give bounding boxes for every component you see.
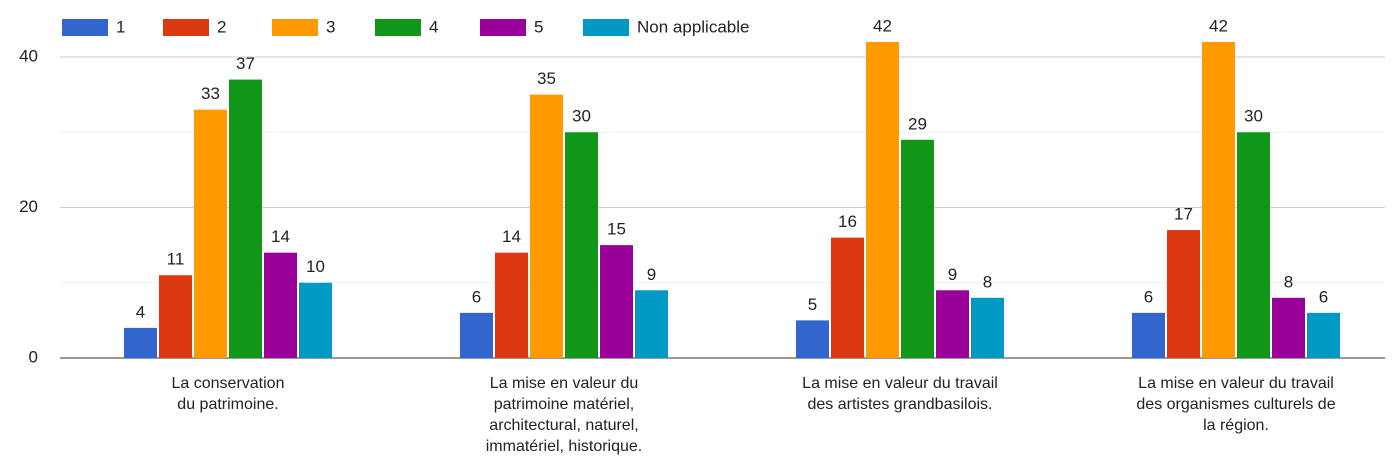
bar — [1237, 132, 1270, 358]
value-label: 30 — [1244, 107, 1263, 126]
y-tick-label: 0 — [29, 347, 38, 366]
value-label: 11 — [167, 250, 185, 269]
value-label: 6 — [1144, 287, 1153, 306]
legend-label: 5 — [534, 17, 543, 36]
x-tick-label: La mise en valeur du travail des artiste… — [802, 375, 998, 413]
x-tick-label: La conservation du patrimoine. — [171, 375, 285, 413]
value-label: 8 — [1284, 272, 1293, 291]
bar — [194, 109, 227, 358]
y-tick-label: 20 — [19, 197, 38, 216]
bar — [635, 290, 668, 358]
value-label: 8 — [983, 272, 992, 291]
bar — [936, 290, 969, 358]
value-label: 42 — [1209, 16, 1228, 35]
bar — [530, 94, 563, 358]
bar — [1202, 41, 1235, 358]
value-label: 16 — [838, 212, 857, 231]
legend-swatch — [583, 19, 629, 36]
value-label: 30 — [572, 107, 591, 126]
bar — [901, 139, 934, 358]
legend-swatch — [163, 19, 209, 36]
value-label: 4 — [136, 302, 145, 321]
value-label: 9 — [948, 265, 957, 284]
legend-swatch — [480, 19, 526, 36]
legend-swatch — [375, 19, 421, 36]
value-label: 5 — [808, 295, 817, 314]
bar — [229, 79, 262, 358]
bar — [796, 320, 829, 358]
bar — [124, 327, 157, 358]
value-label: 35 — [537, 69, 556, 88]
x-tick-label: La mise en valeur du travail des organis… — [1136, 375, 1336, 434]
value-label: 17 — [1174, 205, 1193, 224]
bar — [1132, 312, 1165, 358]
bar — [495, 252, 528, 358]
legend-label: 4 — [429, 17, 438, 36]
bar — [866, 41, 899, 358]
value-label: 14 — [502, 227, 521, 246]
legend-label: Non applicable — [637, 17, 749, 36]
bar — [600, 245, 633, 358]
x-tick-label: La mise en valeur du patrimoine matériel… — [485, 375, 643, 455]
value-label: 37 — [236, 54, 255, 73]
bar — [1167, 230, 1200, 358]
legend-label: 2 — [217, 17, 226, 36]
value-label: 14 — [271, 227, 290, 246]
legend-swatch — [272, 19, 318, 36]
y-tick-label: 40 — [19, 46, 38, 65]
value-label: 42 — [873, 16, 892, 35]
value-label: 9 — [647, 265, 656, 284]
value-label: 15 — [607, 220, 626, 239]
value-label: 6 — [472, 287, 481, 306]
legend-label: 1 — [116, 17, 125, 36]
bar — [1272, 297, 1305, 358]
value-label: 6 — [1319, 287, 1328, 306]
value-label: 10 — [306, 257, 325, 276]
bar — [159, 275, 192, 358]
bar — [971, 297, 1004, 358]
bar — [1307, 312, 1340, 358]
value-label: 33 — [201, 84, 220, 103]
bar — [831, 237, 864, 358]
legend-label: 3 — [326, 17, 335, 36]
bar — [460, 312, 493, 358]
bar — [264, 252, 297, 358]
bar — [565, 132, 598, 358]
legend-swatch — [62, 19, 108, 36]
value-label: 29 — [908, 114, 927, 133]
bar — [299, 282, 332, 358]
